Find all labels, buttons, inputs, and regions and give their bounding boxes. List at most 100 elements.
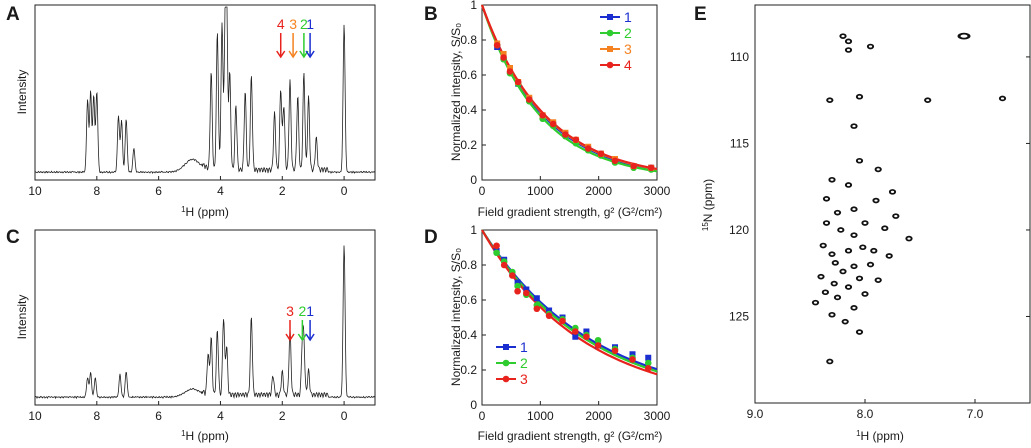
y-axis-label-c: Intensity <box>15 295 29 340</box>
fit-curve-2 <box>481 229 658 373</box>
spectrum-trace <box>34 245 376 400</box>
y-axis-label-d: Normalized intensity, S/S₀ <box>449 248 463 386</box>
peak-annotation-label: 1 <box>306 16 314 32</box>
cross-peak-contour <box>894 215 898 218</box>
plot-frame-e <box>754 4 1031 404</box>
nmr-spectrum-c: Intensity 1H (ppm) 10 8 6 4 2 03 2 1 <box>15 229 376 444</box>
cross-peak-contour <box>1000 97 1005 100</box>
cross-peak-contour <box>960 34 968 38</box>
data-point-3 <box>500 261 508 269</box>
data-point-4 <box>562 131 569 138</box>
legend-label: 1 <box>520 339 528 355</box>
legend-marker <box>606 61 614 69</box>
x-tick-label: 0 <box>479 409 486 423</box>
cross-peak-contour <box>857 277 862 280</box>
x-tick-label: 6 <box>155 409 162 423</box>
spectrum-trace <box>34 6 376 174</box>
data-point-3 <box>559 317 566 325</box>
cross-peak-contour <box>846 183 851 187</box>
legend-label: 2 <box>624 25 632 41</box>
data-point-4 <box>539 111 546 119</box>
data-point-3 <box>583 333 590 341</box>
y-tick-label: 120 <box>729 223 749 237</box>
cross-peak-contour <box>841 35 845 38</box>
x-tick-label: 8 <box>93 184 100 198</box>
legend-label: 1 <box>624 9 632 25</box>
y-axis-label-e: 15N (ppm) <box>701 179 716 231</box>
cross-peak-contour <box>846 40 851 43</box>
hsqc-spectrum-e: 15N (ppm) 1H (ppm) 9.0 8.0 7.0 110 115 120 125 <box>701 4 1031 443</box>
cross-peak-contour <box>835 211 840 214</box>
panel-letter-b: B <box>424 4 438 25</box>
x-tick-label: 4 <box>217 409 224 423</box>
x-axis-label-c: 1H (ppm) <box>181 429 229 444</box>
y-axis-label-b: Normalized intensity, S/S₀ <box>449 23 463 161</box>
x-tick-label: 2 <box>279 409 286 423</box>
cross-peak-contour <box>852 125 856 128</box>
cross-peak-contour <box>874 199 878 202</box>
data-point-4 <box>549 120 557 128</box>
data-point-3 <box>629 356 636 363</box>
y-tick-label: 0 <box>470 173 477 187</box>
peak-annotation-label: 4 <box>277 16 285 32</box>
panel-letter-e: E <box>694 4 707 25</box>
data-point-3 <box>509 272 516 279</box>
y-tick-label: 115 <box>730 136 749 150</box>
cross-peak-contour <box>857 95 862 98</box>
cross-peak-contour <box>828 99 832 102</box>
data-point-1 <box>629 351 636 358</box>
cross-peak-contour <box>868 45 873 48</box>
cross-peak-contour <box>876 168 880 171</box>
y-tick-label: 110 <box>730 50 749 64</box>
legend-label: 4 <box>624 57 632 73</box>
peak-annotation-arrowhead <box>305 333 315 342</box>
cross-peak-contour <box>841 270 845 273</box>
panel-letter-d: D <box>424 227 438 248</box>
cross-peak-contour <box>852 208 856 211</box>
x-tick-label: 9.0 <box>747 407 764 421</box>
legend-label: 3 <box>624 41 632 57</box>
legend-label: 2 <box>520 355 528 371</box>
cross-peak-contour <box>883 227 887 230</box>
cross-peak-contour <box>824 197 829 200</box>
data-point-4 <box>506 68 514 75</box>
data-point-4 <box>584 145 592 152</box>
x-tick-label: 10 <box>28 184 42 198</box>
y-tick-label: 1 <box>470 0 477 12</box>
peak-annotation-arrowhead <box>276 50 286 59</box>
diffusion-decay-chart-d: Normalized intensity, S/S₀ Field gradien… <box>449 223 671 443</box>
cross-peak-contour <box>839 228 843 232</box>
x-tick-label: 0 <box>341 184 348 198</box>
y-tick-label: 0.6 <box>460 293 477 307</box>
x-tick-label: 2 <box>279 184 286 198</box>
x-tick-label: 0 <box>341 409 348 423</box>
peak-annotation-label: 3 <box>289 16 297 32</box>
x-axis-label-d: Field gradient strength, g² (G²/cm²) <box>478 429 663 443</box>
diffusion-decay-chart-b: Normalized intensity, S/S₀ Field gradien… <box>449 0 671 219</box>
cross-peak-contour <box>907 237 911 240</box>
data-point-4 <box>611 157 619 165</box>
cross-peak-contour <box>824 221 829 225</box>
y-tick-label: 0.8 <box>460 33 477 47</box>
x-tick-label: 1000 <box>527 184 554 198</box>
peak-annotation-arrowhead <box>305 50 315 59</box>
cross-peak-contour <box>830 178 834 181</box>
plot-frame-c <box>34 229 376 406</box>
peak-annotation-arrowhead <box>288 50 298 59</box>
cross-peak-contour <box>852 306 856 309</box>
x-tick-label: 6 <box>155 184 162 198</box>
panel-letter-a: A <box>6 4 20 25</box>
data-point-3 <box>611 347 619 355</box>
cross-peak-contour <box>828 360 832 363</box>
data-point-1 <box>523 286 530 293</box>
legend-marker <box>503 344 509 350</box>
cross-peak-contour <box>843 320 847 323</box>
data-point-1 <box>546 307 553 314</box>
cross-peak-contour <box>835 296 840 299</box>
cross-peak-contour <box>857 159 862 162</box>
cross-peak-contour <box>926 99 930 102</box>
cross-peak-contour <box>863 292 867 296</box>
cross-peak-contour <box>813 301 818 304</box>
data-point-3 <box>514 287 521 295</box>
data-point-2 <box>594 336 602 344</box>
